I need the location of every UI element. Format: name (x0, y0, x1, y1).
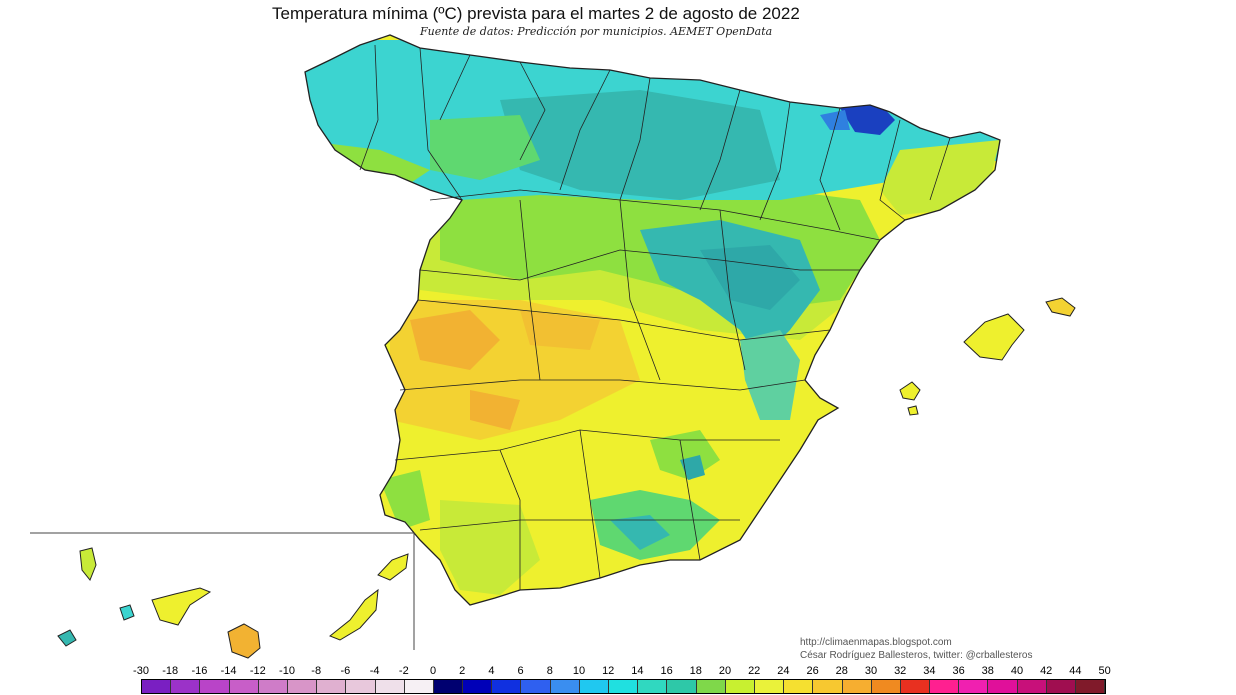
legend-swatch (317, 680, 347, 693)
legend-label: 6 (517, 665, 524, 677)
legend-label: 26 (806, 665, 819, 677)
legend-swatch (696, 680, 726, 693)
legend-swatch (930, 680, 960, 693)
balearic-islands (899, 297, 1076, 416)
legend-swatch (1046, 680, 1076, 693)
legend-swatch (871, 680, 901, 693)
credits-website: http://climaenmapas.blogspot.com (800, 637, 952, 648)
lanzarote (377, 553, 409, 581)
legend-label: 42 (1040, 665, 1053, 677)
legend-swatch (1017, 680, 1047, 693)
legend-swatch (433, 680, 464, 693)
legend-swatch (200, 680, 230, 693)
legend-label: -10 (279, 665, 295, 677)
legend-label: 20 (718, 665, 732, 677)
legend-label: -14 (220, 665, 237, 677)
legend-labels: -30 -18 -16 -14 -12 -10 -8 -6 -4 -2 0 2 4 6 8 10 12 14 16 1… (128, 665, 1128, 679)
legend-label: -18 (162, 665, 179, 677)
legend-swatch (521, 680, 551, 693)
peninsula (305, 35, 1000, 605)
legend-swatch (492, 680, 522, 693)
legend-swatch (667, 680, 697, 693)
legend-swatch (346, 680, 376, 693)
legend-color-bar (141, 679, 1107, 694)
legend-label: 10 (572, 665, 586, 677)
legend-label: -2 (398, 665, 409, 677)
legend-label: 12 (602, 665, 615, 677)
legend-swatch (171, 680, 201, 693)
legend-swatch (988, 680, 1018, 693)
legend-label: 14 (631, 665, 644, 677)
legend-swatch (287, 680, 318, 693)
tenerife (151, 587, 212, 626)
province-borders (359, 44, 951, 590)
legend-label: 4 (488, 665, 495, 677)
legend-label: 38 (981, 665, 994, 677)
legend-swatch (579, 680, 609, 693)
legend-label: -12 (249, 665, 266, 677)
legend-label: 0 (429, 665, 437, 677)
legend-label: 8 (546, 665, 553, 677)
la-palma (79, 547, 97, 581)
canary-inset (30, 532, 415, 659)
la-gomera (119, 604, 135, 621)
legend-swatch (1076, 680, 1106, 693)
legend-swatch (258, 680, 288, 693)
legend-label: -4 (369, 665, 380, 677)
gran-canaria (227, 623, 261, 659)
legend-swatch (900, 680, 931, 693)
legend-label: 44 (1069, 665, 1082, 677)
formentera (907, 405, 919, 416)
legend-swatch (754, 680, 785, 693)
legend-swatch (784, 680, 814, 693)
legend-label: -6 (340, 665, 351, 677)
credits: http://climaenmapas.blogspot.com César R… (800, 636, 1032, 662)
legend-label: 30 (864, 665, 878, 677)
legend-label: 16 (660, 665, 673, 677)
menorca (1045, 297, 1076, 317)
credits-author: César Rodríguez Ballesteros, twitter: @c… (800, 650, 1033, 661)
mallorca (963, 313, 1025, 361)
legend-swatch (813, 680, 843, 693)
legend-swatch (550, 680, 580, 693)
legend-label: 36 (952, 665, 965, 677)
data-source: Fuente de datos: Predicción por municipi… (420, 25, 773, 38)
ibiza (899, 381, 921, 401)
fuerteventura (329, 588, 379, 641)
legend-swatch (959, 680, 989, 693)
map-title: Temperatura mínima (ºC) prevista para el… (272, 4, 800, 23)
legend-swatch (463, 680, 493, 693)
legend-swatch (375, 680, 405, 693)
legend-swatch (609, 680, 639, 693)
legend-label: 24 (777, 665, 790, 677)
legend-swatch (842, 680, 872, 693)
legend-swatch (229, 680, 259, 693)
legend-label: 32 (894, 665, 907, 677)
legend-swatch (404, 680, 434, 693)
legend-label: 22 (748, 665, 761, 677)
peninsula-outline (304, 34, 1001, 606)
legend-label: 34 (923, 665, 936, 677)
legend-swatch (142, 680, 172, 693)
legend-label: -8 (311, 665, 322, 677)
legend-label: -30 (133, 665, 149, 677)
legend-label: 18 (689, 665, 702, 677)
legend-label: 2 (459, 665, 466, 677)
legend-swatch (725, 680, 755, 693)
legend-label: 40 (1010, 665, 1024, 677)
legend-label: -16 (191, 665, 208, 677)
el-hierro (57, 629, 77, 647)
legend-label: 28 (835, 665, 848, 677)
legend-swatch (638, 680, 668, 693)
legend-label: 50 (1098, 665, 1111, 677)
